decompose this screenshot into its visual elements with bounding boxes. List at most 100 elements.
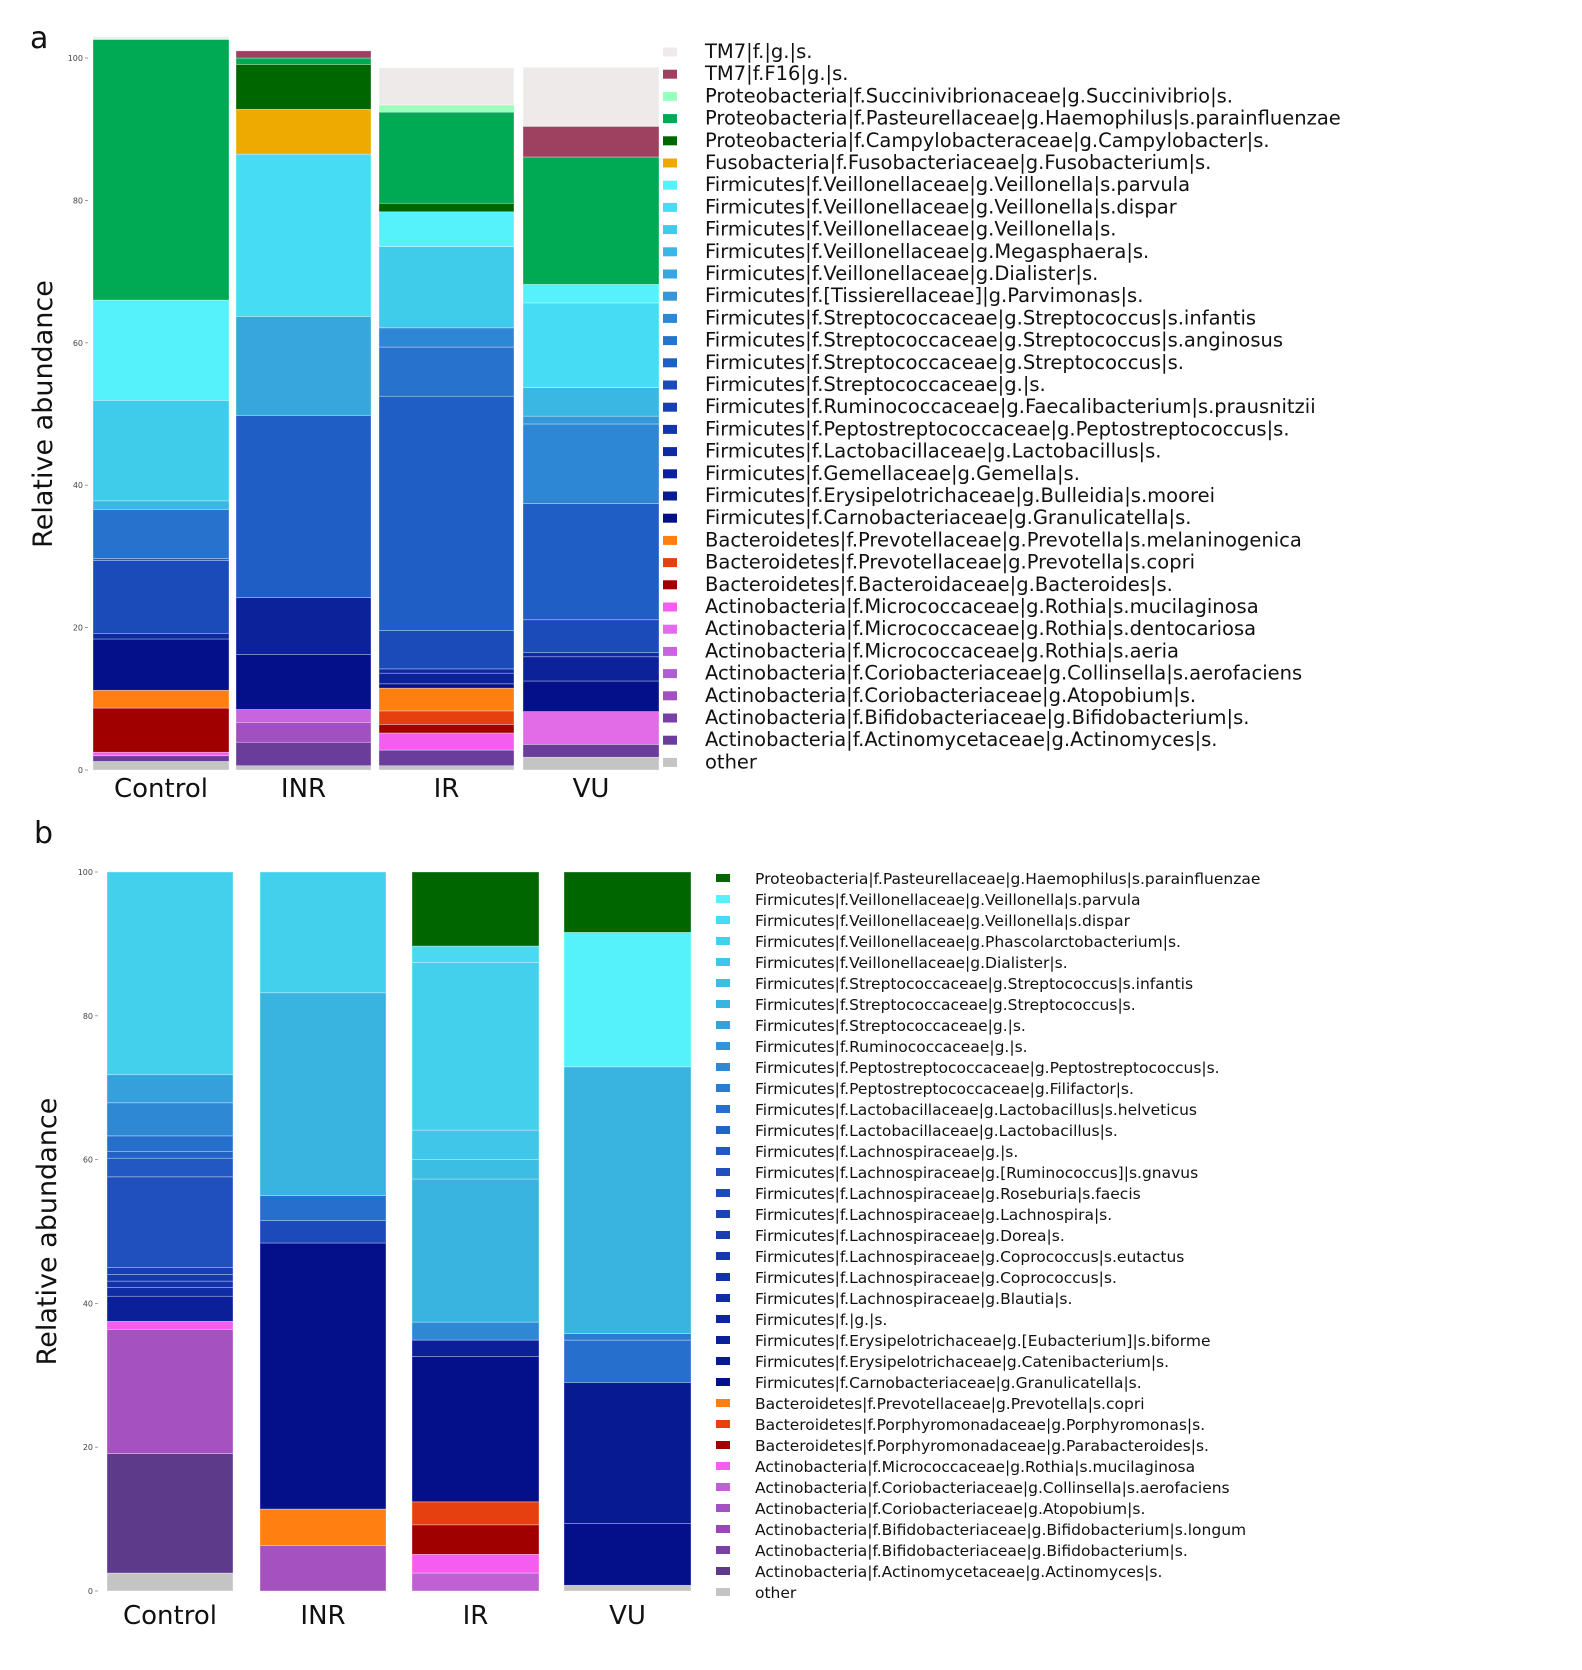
legend-label: Bacteroidetes|f.Prevotellaceae|g.Prevote…	[705, 528, 1302, 551]
y-tick-label: 80	[83, 1012, 93, 1021]
legend-swatch	[716, 1105, 730, 1113]
legend: TM7|f.|g.|s.TM7|f.F16|g.|s.Proteobacteri…	[663, 40, 1341, 773]
legend-label: Firmicutes|f.Streptococcaceae|g.|s.	[755, 1017, 1026, 1035]
legend-swatch	[716, 1441, 730, 1449]
legend-swatch	[663, 247, 677, 257]
legend-label: Firmicutes|f.Carnobacteriaceae|g.Granuli…	[705, 506, 1191, 529]
bar-segment-firmicutes-f-erysipelotrichaceae-g-eubacterium-s-biforme	[106, 1295, 234, 1322]
bar-segment-actinobacteria-f-micrococcaceae-g-rothia-s-mucilaginosa	[106, 1321, 234, 1330]
legend-label: Firmicutes|f.Peptostreptococcaceae|g.Pep…	[755, 1059, 1220, 1077]
legend-label: Actinobacteria|f.Actinomycetaceae|g.Acti…	[705, 728, 1218, 751]
bar-segment-firmicutes-f-lactobacillaceae-g-lactobacillus-s	[106, 1151, 234, 1159]
bar-vu	[563, 871, 692, 1592]
bar-segment-firmicutes-f-veillonellaceae-g-veillonella-s	[92, 400, 230, 502]
legend-label: Firmicutes|f.Ruminococcaceae|g.|s.	[755, 1038, 1028, 1056]
bar-segment-actinobacteria-f-coriobacteriaceae-g-atopobium-s	[106, 1328, 234, 1454]
legend-label: Firmicutes|f.|g.|s.	[755, 1311, 887, 1329]
bar-segment-firmicutes-f-veillonellaceae-g-phascolarctobacterium-s	[259, 871, 387, 994]
bar-segment-proteobacteria-f-pasteurellaceae-g-haemophilus-s-parainfluenzae	[411, 871, 540, 947]
bar-segment-actinobacteria-f-actinomycetaceae-g-actinomyces-s	[378, 749, 515, 767]
legend-label: Actinobacteria|f.Bifidobacteriaceae|g.Bi…	[755, 1521, 1246, 1539]
legend-swatch	[716, 1357, 730, 1365]
legend-label: Proteobacteria|f.Pasteurellaceae|g.Haemo…	[705, 107, 1341, 130]
legend-swatch	[663, 624, 677, 634]
bar-segment-firmicutes-f-streptococcaceae-g-streptococcus-s-anginosus	[378, 346, 515, 397]
bar-segment-actinobacteria-f-coriobacteriaceae-g-collinsella-s-aerofaciens	[411, 1572, 540, 1592]
bar-segment-firmicutes-f-peptostreptococcaceae-g-peptostreptococcus-s	[411, 1321, 540, 1341]
bar-segment-firmicutes-f-streptococcaceae-g-streptococcus-s-anginosus	[92, 509, 230, 559]
bar-segment-firmicutes-f-veillonellaceae-g-veillonella-s-parvula	[563, 932, 692, 1068]
legend-swatch	[663, 180, 677, 190]
legend-swatch	[663, 646, 677, 656]
legend-swatch	[663, 402, 677, 412]
bar-segment-fusobacteria-f-fusobacteriaceae-g-fusobacterium-s	[235, 108, 372, 155]
bar-segment-other	[235, 765, 372, 771]
legend-swatch	[663, 491, 677, 501]
bar-segment-other	[522, 756, 660, 771]
legend-swatch	[663, 91, 677, 101]
bar-segment-firmicutes-f-carnobacteriaceae-g-granulicatella-s	[522, 680, 660, 712]
bar-segment-firmicutes-f-streptococcaceae-g-streptococcus-s-infantis	[411, 1159, 540, 1180]
legend-label: Actinobacteria|f.Coriobacteriaceae|g.Col…	[705, 662, 1302, 685]
bar-segment-firmicutes-f-lactobacillaceae-g-lactobacillus-s-helveticus	[563, 1339, 692, 1383]
bar-segment-bacteroidetes-f-prevotellaceae-g-prevotella-s-melaninogenica	[92, 689, 230, 709]
bar-vu	[522, 66, 660, 771]
bar-segment-bacteroidetes-f-prevotellaceae-g-prevotella-s-copri	[259, 1508, 387, 1547]
bar-segment-other	[92, 761, 230, 771]
bar-segment-firmicutes-f-veillonellaceae-g-dialister-s	[235, 316, 372, 416]
bar-segment-firmicutes-f-erysipelotrichaceae-g-eubacterium-s-biforme	[411, 1339, 540, 1357]
category-label-control: Control	[114, 774, 208, 804]
legend-swatch	[663, 158, 677, 168]
bar-control	[92, 36, 230, 771]
legend-swatch	[716, 1336, 730, 1344]
legend-swatch	[663, 313, 677, 323]
legend-label: Proteobacteria|f.Succinivibrionaceae|g.S…	[705, 84, 1233, 107]
legend-swatch	[716, 1483, 730, 1491]
category-label-vu: VU	[609, 1601, 646, 1631]
legend-label: Proteobacteria|f.Campylobacteraceae|g.Ca…	[705, 129, 1270, 152]
legend-label: Firmicutes|f.Lachnospiraceae|g.|s.	[755, 1143, 1018, 1161]
legend: Proteobacteria|f.Pasteurellaceae|g.Haemo…	[716, 870, 1260, 1602]
legend-swatch	[663, 47, 677, 57]
bar-segment-firmicutes-f-veillonellaceae-g-veillonella-s-dispar	[235, 153, 372, 317]
bar-segment-actinobacteria-f-actinomycetaceae-g-actinomyces-s	[106, 1453, 234, 1574]
bar-segment-proteobacteria-f-pasteurellaceae-g-haemophilus-s-parainfluenzae	[522, 156, 660, 285]
bar-segment-firmicutes-f-gemellaceae-g-gemella-s	[522, 656, 660, 682]
legend-label: Firmicutes|f.Lachnospiraceae|g.Coprococc…	[755, 1248, 1184, 1266]
bar-segment-firmicutes-f-streptococcaceae-g-s	[522, 619, 660, 653]
legend-swatch	[716, 1147, 730, 1155]
bar-segment-tm7-f-g-s	[522, 66, 660, 127]
bar-inr	[259, 871, 387, 1592]
legend-label: Firmicutes|f.Lachnospiraceae|g.[Ruminoco…	[755, 1164, 1198, 1182]
legend-label: Actinobacteria|f.Bifidobacteriaceae|g.Bi…	[705, 706, 1249, 729]
legend-label: Firmicutes|f.Lachnospiraceae|g.Coprococc…	[755, 1269, 1117, 1287]
legend-swatch	[663, 513, 677, 523]
legend-swatch	[663, 602, 677, 612]
panel-b: b Relative abundance 0 20 40 60 80 100 Control I…	[32, 816, 1260, 1631]
bar-segment-firmicutes-f-peptostreptococcaceae-g-filifactor-s	[563, 1333, 692, 1341]
legend-label: Actinobacteria|f.Micrococcaceae|g.Rothia…	[755, 1458, 1195, 1476]
legend-swatch	[716, 1588, 730, 1596]
legend-swatch	[716, 895, 730, 903]
bar-segment-firmicutes-f-veillonellaceae-g-dialister-s	[411, 1129, 540, 1160]
legend-label: Actinobacteria|f.Micrococcaceae|g.Rothia…	[705, 595, 1259, 618]
legend-swatch	[663, 580, 677, 590]
legend-label: other	[755, 1584, 797, 1602]
legend-swatch	[716, 1210, 730, 1218]
bar-segment-firmicutes-f-streptococcaceae-g-streptococcus-s	[378, 395, 515, 631]
legend-label: Firmicutes|f.Lachnospiraceae|g.Lachnospi…	[755, 1206, 1112, 1224]
bar-segment-firmicutes-f-streptococcaceae-g-streptococcus-s	[563, 1066, 692, 1334]
legend-swatch	[716, 1063, 730, 1071]
legend-label: Firmicutes|f.Veillonellaceae|g.Phascolar…	[755, 933, 1181, 951]
legend-swatch	[716, 979, 730, 987]
bar-segment-firmicutes-f-lactobacillaceae-g-lactobacillus-s	[522, 652, 660, 658]
bar-segment-firmicutes-f-carnobacteriaceae-g-granulicatella-s	[411, 1356, 540, 1503]
legend-swatch	[716, 937, 730, 945]
bar-segment-firmicutes-f-streptococcaceae-g-streptococcus-s	[259, 992, 387, 1196]
legend-swatch	[663, 114, 677, 124]
legend-label: Actinobacteria|f.Actinomycetaceae|g.Acti…	[755, 1563, 1162, 1581]
legend-swatch	[716, 1189, 730, 1197]
y-tick-label: 100	[78, 868, 93, 877]
legend-swatch	[716, 1000, 730, 1008]
